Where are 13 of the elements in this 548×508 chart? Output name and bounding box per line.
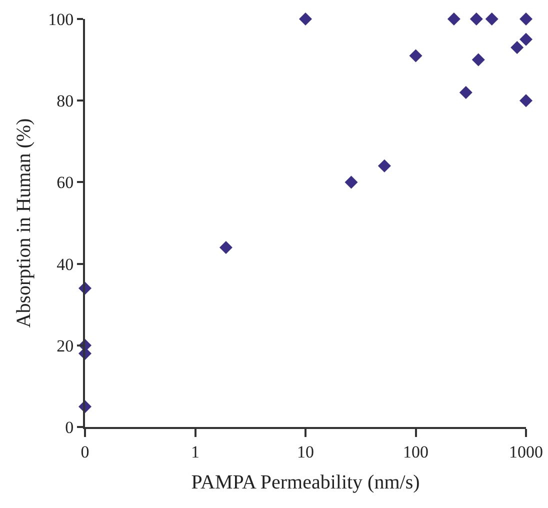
y-tick-label: 0 — [65, 418, 74, 437]
x-tick-label: 10 — [297, 442, 314, 462]
y-axis-title: Absorption in Human (%) — [13, 118, 36, 328]
y-tick-label: 60 — [56, 173, 74, 192]
y-tick-label: 40 — [56, 254, 74, 274]
x-tick-label: 100 — [403, 442, 428, 462]
y-tick-label: 100 — [48, 10, 74, 29]
x-tick-label: 1000 — [509, 442, 543, 462]
x-axis-title: PAMPA Permeability (nm/s) — [191, 471, 420, 494]
x-tick-label: 0 — [80, 442, 90, 462]
y-tick-label: 20 — [56, 336, 74, 356]
x-tick-label: 1 — [191, 442, 200, 462]
y-tick-label: 80 — [56, 92, 74, 111]
